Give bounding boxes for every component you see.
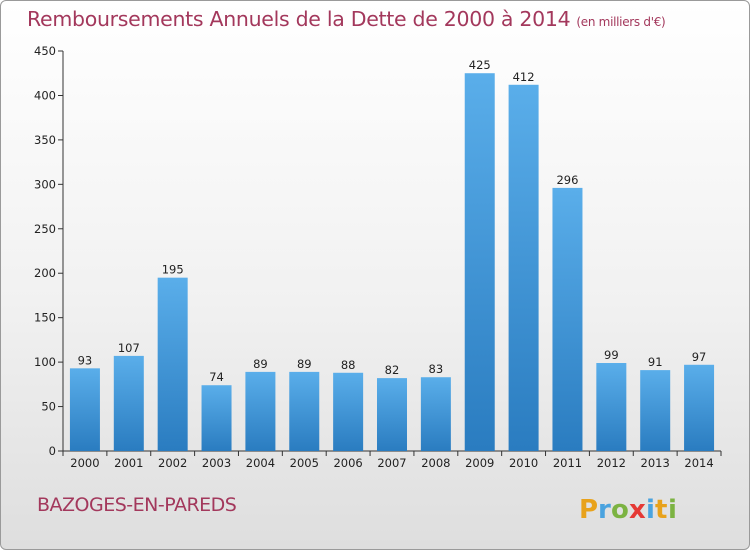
y-tick-label: 50: [41, 400, 56, 414]
x-tick-label: 2005: [290, 456, 319, 470]
proxiti-logo: P r o x i t i: [579, 495, 677, 525]
x-tick-label: 2009: [465, 456, 494, 470]
x-tick-label: 2012: [597, 456, 626, 470]
y-tick-label: 100: [34, 355, 56, 369]
y-tick-label: 0: [49, 444, 56, 458]
svg-text:r: r: [598, 495, 611, 525]
x-tick-label: 2007: [377, 456, 406, 470]
data-label: 107: [118, 341, 140, 355]
x-tick-label: 2014: [684, 456, 713, 470]
x-tick-label: 2001: [114, 456, 143, 470]
svg-text:i: i: [646, 495, 655, 525]
data-label: 91: [648, 355, 663, 369]
bar: [333, 372, 364, 451]
data-label: 97: [692, 350, 707, 364]
x-tick-label: 2006: [333, 456, 362, 470]
bar: [289, 371, 320, 451]
y-tick-label: 200: [34, 266, 56, 280]
chart-title: Remboursements Annuels de la Dette de 20…: [27, 7, 666, 31]
y-tick-label: 250: [34, 222, 56, 236]
x-tick-label: 2008: [421, 456, 450, 470]
y-tick-label: 150: [34, 311, 56, 325]
data-label: 83: [429, 362, 444, 376]
x-tick-label: 2010: [509, 456, 538, 470]
data-label: 93: [78, 353, 93, 367]
data-label: 74: [209, 370, 224, 384]
data-label: 425: [469, 58, 491, 72]
bar: [684, 364, 715, 451]
data-label: 296: [556, 173, 578, 187]
x-tick-label: 2011: [553, 456, 582, 470]
bar: [201, 385, 232, 451]
svg-text:x: x: [629, 495, 646, 525]
svg-text:o: o: [611, 495, 629, 525]
y-tick-label: 450: [34, 44, 56, 58]
bar: [508, 84, 539, 452]
bar: [113, 355, 144, 451]
bar: [245, 371, 276, 451]
bar: [420, 377, 451, 451]
y-tick-label: 400: [34, 88, 56, 102]
data-label: 99: [604, 348, 619, 362]
chart-title-text: Remboursements Annuels de la Dette de 20…: [27, 7, 571, 31]
bar: [464, 73, 495, 451]
data-label: 412: [513, 70, 535, 84]
commune-name: BAZOGES-EN-PAREDS: [37, 494, 237, 516]
x-tick-label: 2000: [70, 456, 99, 470]
bar: [552, 187, 583, 451]
data-label: 82: [385, 363, 400, 377]
x-tick-label: 2004: [246, 456, 275, 470]
x-tick-label: 2013: [641, 456, 670, 470]
bar: [377, 378, 407, 451]
data-label: 195: [162, 263, 184, 277]
data-label: 89: [297, 357, 312, 371]
bar: [69, 368, 100, 451]
chart-unit: (en milliers d'€): [576, 15, 666, 29]
data-label: 89: [253, 357, 268, 371]
y-tick-label: 300: [34, 177, 56, 191]
bar: [596, 363, 627, 451]
x-tick-label: 2002: [158, 456, 187, 470]
bar: [157, 277, 188, 451]
x-tick-label: 2003: [202, 456, 231, 470]
svg-text:t: t: [655, 495, 667, 525]
y-tick-label: 350: [34, 133, 56, 147]
svg-text:P: P: [579, 495, 598, 525]
data-label: 88: [341, 358, 356, 372]
bar: [640, 370, 671, 451]
svg-text:i: i: [668, 495, 677, 525]
